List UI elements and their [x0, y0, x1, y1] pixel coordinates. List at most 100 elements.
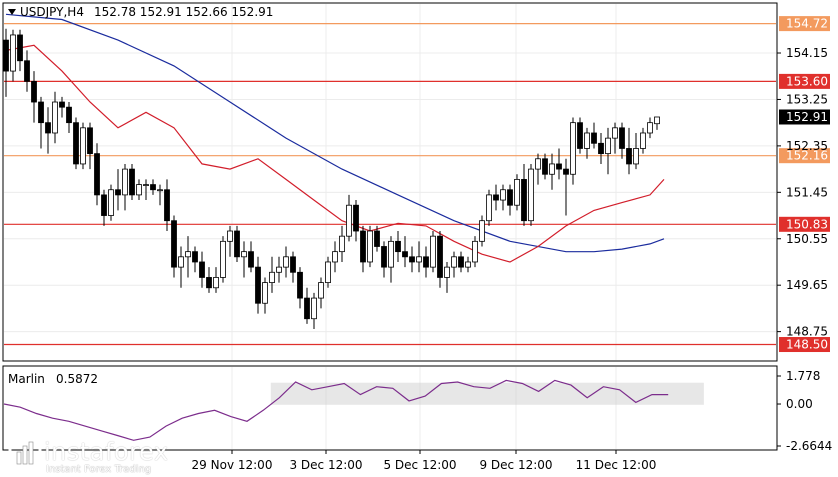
candle-body: [213, 277, 219, 289]
candle: [542, 153, 548, 180]
candle: [409, 246, 415, 273]
candle: [59, 96, 65, 118]
candle: [353, 200, 359, 242]
candle-body: [17, 34, 23, 62]
candle-body: [73, 122, 79, 165]
candle: [493, 184, 499, 211]
candle: [262, 277, 268, 314]
candle: [269, 256, 275, 293]
current-price-label: 152.91: [786, 110, 828, 124]
candle-body: [150, 184, 156, 191]
level-price-label: 154.72: [786, 17, 828, 31]
candle-body: [612, 127, 618, 139]
candle: [73, 117, 79, 170]
candle: [157, 184, 163, 206]
watermark-tagline: Instant Forex Trading: [46, 464, 152, 475]
candle: [332, 241, 338, 273]
candle: [101, 189, 107, 226]
level-price-label: 148.50: [786, 338, 828, 352]
level-price-label: 152.16: [786, 149, 828, 163]
candle-body: [437, 235, 443, 278]
candle-body: [605, 137, 611, 155]
price-tick-label: 150.55: [786, 232, 828, 246]
candle-body: [423, 256, 429, 268]
candle-body: [479, 220, 485, 242]
candle-body: [514, 179, 520, 206]
candle-body: [325, 261, 331, 284]
candle-body: [395, 240, 401, 253]
candle-body: [143, 184, 149, 186]
price-tick-label: 154.15: [786, 46, 828, 60]
candle-body: [178, 256, 184, 268]
candle-body: [171, 220, 177, 268]
candle: [255, 256, 261, 314]
candle-body: [500, 189, 506, 201]
level-price-badge: [779, 216, 830, 232]
level-price-badge: [779, 73, 830, 89]
marlin-oscillator-line: [3, 379, 669, 441]
candle-body: [633, 148, 639, 165]
candle: [402, 236, 408, 268]
oscillator-tick-label: 0.00: [786, 397, 813, 411]
candle: [388, 236, 394, 283]
candle: [339, 225, 345, 262]
candle: [465, 256, 471, 273]
fast-moving-average-line: [5, 44, 665, 263]
candle: [626, 127, 632, 175]
candle-body: [87, 127, 93, 155]
candle: [241, 241, 247, 278]
candle-body: [24, 60, 30, 82]
time-tick-label: 29 Nov 12:00: [192, 458, 273, 472]
candle-body: [290, 256, 296, 273]
candle: [129, 163, 135, 201]
candle-body: [185, 251, 191, 258]
ohlc-values: 152.78 152.91 152.66 152.91: [94, 5, 273, 19]
candle: [150, 179, 156, 195]
candle: [87, 122, 93, 170]
candle: [577, 117, 583, 154]
candle-body: [52, 101, 58, 134]
candle: [556, 148, 562, 180]
price-tick-label: 149.65: [786, 278, 828, 292]
candle-body: [304, 297, 310, 320]
oscillator-tick-label: -2.6644: [786, 439, 832, 453]
candle-body: [402, 251, 408, 258]
candle: [500, 184, 506, 211]
candle: [290, 251, 296, 283]
candle-body: [129, 168, 135, 196]
candle-body: [619, 127, 625, 149]
candle-body: [549, 163, 555, 175]
candle: [3, 28, 9, 97]
candle: [234, 225, 240, 262]
candle: [360, 225, 366, 273]
candle: [472, 236, 478, 268]
candle: [395, 231, 401, 262]
candle: [17, 29, 23, 72]
candle-body: [10, 34, 16, 72]
candle-body: [458, 256, 464, 268]
level-price-badge: [779, 337, 830, 353]
candle-body: [409, 256, 415, 263]
candle: [451, 251, 457, 278]
candle-body: [66, 106, 72, 124]
candle-body: [108, 189, 114, 216]
candle: [528, 163, 534, 226]
candle-body: [45, 122, 51, 134]
candle: [633, 132, 639, 170]
candle-body: [192, 251, 198, 263]
candle: [374, 225, 380, 252]
level-price-label: 150.83: [786, 217, 828, 231]
candle: [66, 102, 72, 133]
candle-body: [640, 132, 646, 149]
candle-body: [164, 189, 170, 222]
candle: [598, 132, 604, 164]
candle-body: [311, 297, 317, 320]
instaforex-logo-icon: [8, 436, 42, 470]
candle: [45, 107, 51, 154]
candle-body: [521, 179, 527, 222]
candle: [437, 231, 443, 288]
symbol-dropdown-icon[interactable]: [8, 9, 16, 15]
level-price-label: 153.60: [786, 74, 828, 88]
slow-moving-average-line: [5, 13, 665, 253]
candle: [549, 153, 555, 190]
